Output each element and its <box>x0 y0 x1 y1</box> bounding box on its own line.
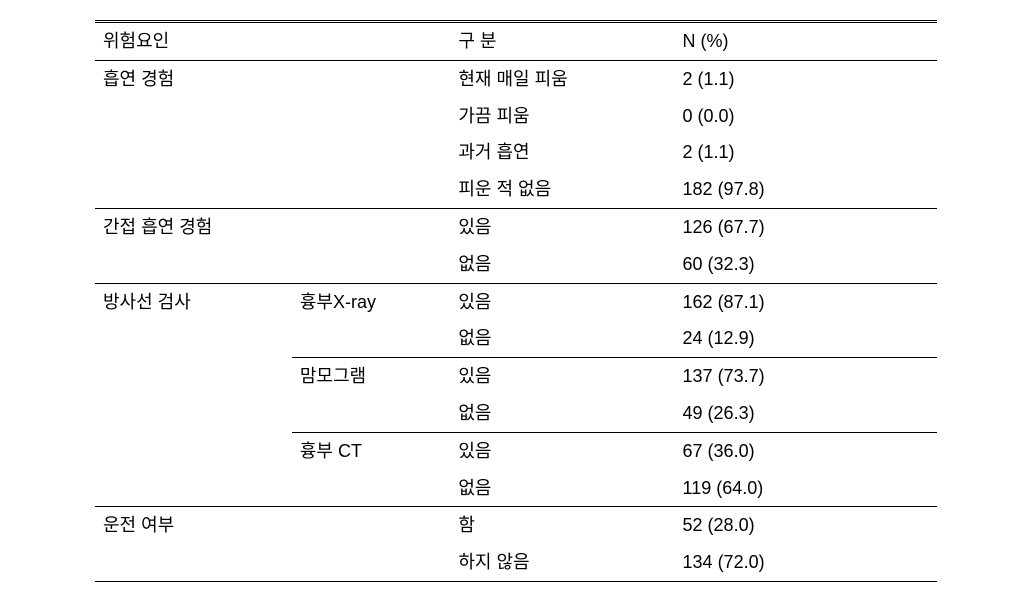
header-n-pct: N (%) <box>675 22 937 61</box>
cell-group <box>95 246 292 283</box>
header-category: 구 분 <box>450 22 674 61</box>
cell-category: 과거 흡연 <box>450 134 674 171</box>
cell-value: 119 (64.0) <box>675 470 937 507</box>
table-row: 맘모그램있음137 (73.7) <box>95 358 937 395</box>
cell-category: 없음 <box>450 470 674 507</box>
cell-sub <box>292 507 451 544</box>
cell-sub <box>292 470 451 507</box>
cell-category: 있음 <box>450 358 674 395</box>
cell-category: 함 <box>450 507 674 544</box>
cell-category: 가끔 피움 <box>450 98 674 135</box>
table-row: 피운 적 없음182 (97.8) <box>95 171 937 208</box>
cell-sub <box>292 208 451 245</box>
cell-category: 하지 않음 <box>450 544 674 581</box>
table-row: 방사선 검사흉부X-ray있음162 (87.1) <box>95 283 937 320</box>
cell-category: 피운 적 없음 <box>450 171 674 208</box>
table-row: 없음49 (26.3) <box>95 395 937 432</box>
data-table: 위험요인 구 분 N (%) 흡연 경험 현재 매일 피움2 (1.1)가끔 피움… <box>95 20 937 582</box>
cell-value: 162 (87.1) <box>675 283 937 320</box>
header-risk-factor: 위험요인 <box>95 22 292 61</box>
cell-value: 126 (67.7) <box>675 208 937 245</box>
cell-group: 운전 여부 <box>95 507 292 544</box>
cell-sub <box>292 98 451 135</box>
cell-category: 없음 <box>450 246 674 283</box>
table-row: 없음24 (12.9) <box>95 320 937 357</box>
table-row: 없음119 (64.0) <box>95 470 937 507</box>
cell-sub <box>292 246 451 283</box>
cell-group <box>95 320 292 357</box>
cell-group <box>95 98 292 135</box>
cell-group <box>95 432 292 469</box>
cell-group <box>95 395 292 432</box>
cell-value: 0 (0.0) <box>675 98 937 135</box>
cell-value: 49 (26.3) <box>675 395 937 432</box>
cell-category: 없음 <box>450 395 674 432</box>
cell-sub <box>292 134 451 171</box>
cell-group: 간접 흡연 경험 <box>95 208 292 245</box>
cell-value: 60 (32.3) <box>675 246 937 283</box>
cell-value: 52 (28.0) <box>675 507 937 544</box>
cell-sub <box>292 544 451 581</box>
table-row: 가끔 피움0 (0.0) <box>95 98 937 135</box>
cell-value: 67 (36.0) <box>675 432 937 469</box>
cell-group <box>95 134 292 171</box>
cell-sub <box>292 171 451 208</box>
cell-group <box>95 470 292 507</box>
cell-group <box>95 544 292 581</box>
table-row: 간접 흡연 경험 있음126 (67.7) <box>95 208 937 245</box>
table-row: 흡연 경험 현재 매일 피움2 (1.1) <box>95 60 937 97</box>
table-body: 흡연 경험 현재 매일 피움2 (1.1)가끔 피움0 (0.0)과거 흡연2 (… <box>95 60 937 581</box>
cell-sub: 흉부 CT <box>292 432 451 469</box>
cell-group: 방사선 검사 <box>95 283 292 320</box>
table-row: 흉부 CT있음67 (36.0) <box>95 432 937 469</box>
cell-sub <box>292 395 451 432</box>
cell-category: 있음 <box>450 208 674 245</box>
cell-category: 없음 <box>450 320 674 357</box>
cell-sub <box>292 60 451 97</box>
cell-category: 현재 매일 피움 <box>450 60 674 97</box>
cell-group <box>95 171 292 208</box>
cell-sub: 흉부X-ray <box>292 283 451 320</box>
table-row: 하지 않음134 (72.0) <box>95 544 937 581</box>
cell-value: 137 (73.7) <box>675 358 937 395</box>
cell-sub <box>292 320 451 357</box>
table-row: 운전 여부 함52 (28.0) <box>95 507 937 544</box>
table-row: 없음60 (32.3) <box>95 246 937 283</box>
cell-group <box>95 358 292 395</box>
cell-value: 2 (1.1) <box>675 134 937 171</box>
cell-category: 있음 <box>450 432 674 469</box>
header-sub <box>292 22 451 61</box>
cell-value: 134 (72.0) <box>675 544 937 581</box>
table-row: 과거 흡연2 (1.1) <box>95 134 937 171</box>
cell-category: 있음 <box>450 283 674 320</box>
cell-group: 흡연 경험 <box>95 60 292 97</box>
cell-value: 24 (12.9) <box>675 320 937 357</box>
cell-value: 182 (97.8) <box>675 171 937 208</box>
table-header-row: 위험요인 구 분 N (%) <box>95 22 937 61</box>
cell-sub: 맘모그램 <box>292 358 451 395</box>
cell-value: 2 (1.1) <box>675 60 937 97</box>
